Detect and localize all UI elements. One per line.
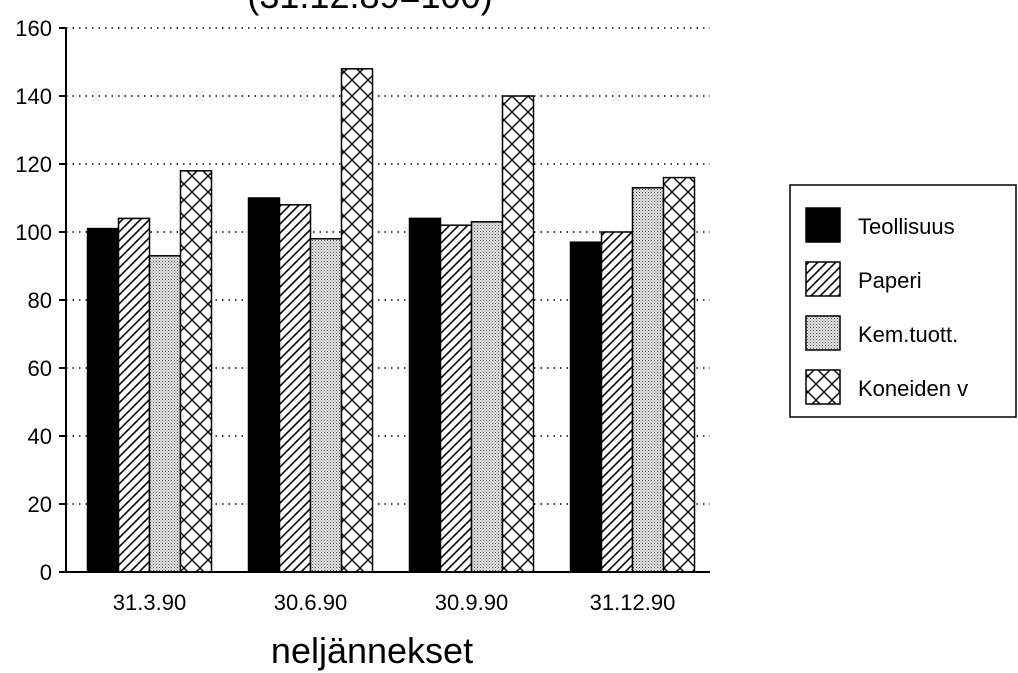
bar-kem-tuott [470,221,504,573]
bars [86,68,696,573]
y-tick-label: 160 [15,16,52,41]
bar-koneiden-v [179,170,213,573]
legend-label: Paperi [858,268,922,293]
bar-kem-tuott [631,187,665,573]
chart-title: (31.12.89=100) [247,0,492,16]
bar-teollisuus [86,227,120,573]
bar-teollisuus [247,197,281,573]
legend-swatch [805,315,841,351]
x-tick-label: 31.12.90 [590,590,676,615]
x-axis-title: neljännekset [271,630,473,671]
legend-label: Kem.tuott. [858,322,958,347]
y-tick-label: 60 [28,356,52,381]
bar-teollisuus [569,241,603,573]
x-tick-label: 31.3.90 [113,590,186,615]
legend-swatch [805,369,841,405]
bar-kem-tuott [309,238,343,573]
bar-koneiden-v [501,95,535,573]
legend-swatch [805,207,841,243]
bar-paperi [278,204,312,573]
bar-paperi [439,224,473,573]
y-tick-labels: 0 20 40 60 80 100 120 140 160 [15,16,66,585]
bar-koneiden-v [662,176,696,573]
legend-label: Teollisuus [858,214,955,239]
x-tick-label: 30.9.90 [435,590,508,615]
y-tick-label: 80 [28,288,52,313]
y-tick-label: 140 [15,84,52,109]
bar-koneiden-v [340,68,374,573]
x-tick-label: 30.6.90 [274,590,347,615]
y-tick-label: 40 [28,424,52,449]
y-tick-label: 20 [28,492,52,517]
bar-teollisuus [408,217,442,573]
legend: Teollisuus Paperi Kem.tuott. Koneiden v [789,184,1017,418]
y-tick-label: 120 [15,152,52,177]
y-tick-label: 100 [15,220,52,245]
bar-paperi [600,231,634,573]
legend-swatch [805,261,841,297]
bar-kem-tuott [148,255,182,573]
x-tick-labels: 31.3.90 30.6.90 30.9.90 31.12.90 [113,590,676,615]
legend-label: Koneiden v [858,376,968,401]
bar-paperi [117,217,151,573]
y-tick-label: 0 [40,560,52,585]
